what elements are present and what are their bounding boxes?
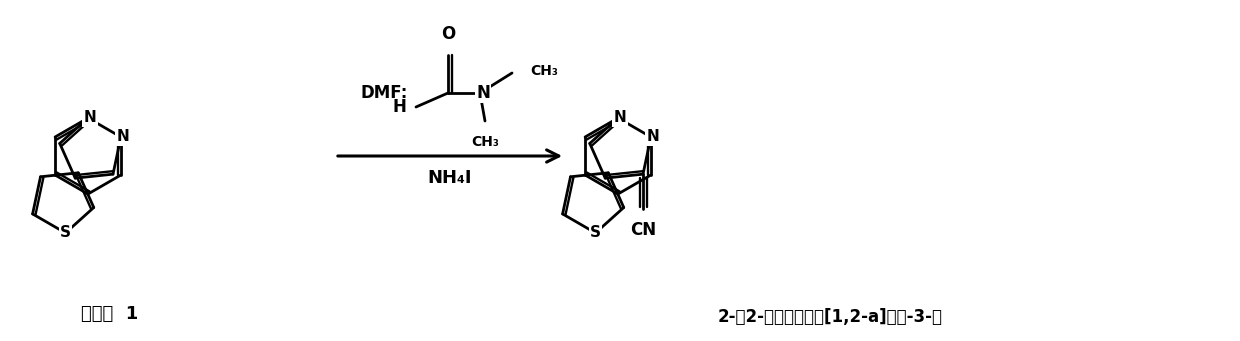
Text: H: H (392, 98, 405, 116)
Text: N: N (117, 130, 129, 145)
Text: S: S (60, 225, 71, 240)
Text: 2-（2-噻吩基）咪唑[1,2-a]吡啶-3-腈: 2-（2-噻吩基）咪唑[1,2-a]吡啶-3-腈 (718, 308, 942, 326)
Text: NH₄I: NH₄I (428, 169, 472, 187)
Text: 化合物  1: 化合物 1 (82, 305, 139, 323)
Text: O: O (441, 25, 455, 43)
Text: N: N (614, 110, 626, 125)
Text: S: S (590, 225, 601, 240)
Text: CH₃: CH₃ (529, 64, 558, 78)
Text: N: N (83, 110, 97, 125)
Text: N: N (476, 84, 490, 102)
Text: CN: CN (630, 221, 656, 239)
Text: CH₃: CH₃ (471, 135, 498, 149)
Text: N: N (646, 130, 660, 145)
Text: DMF:: DMF: (360, 84, 408, 102)
